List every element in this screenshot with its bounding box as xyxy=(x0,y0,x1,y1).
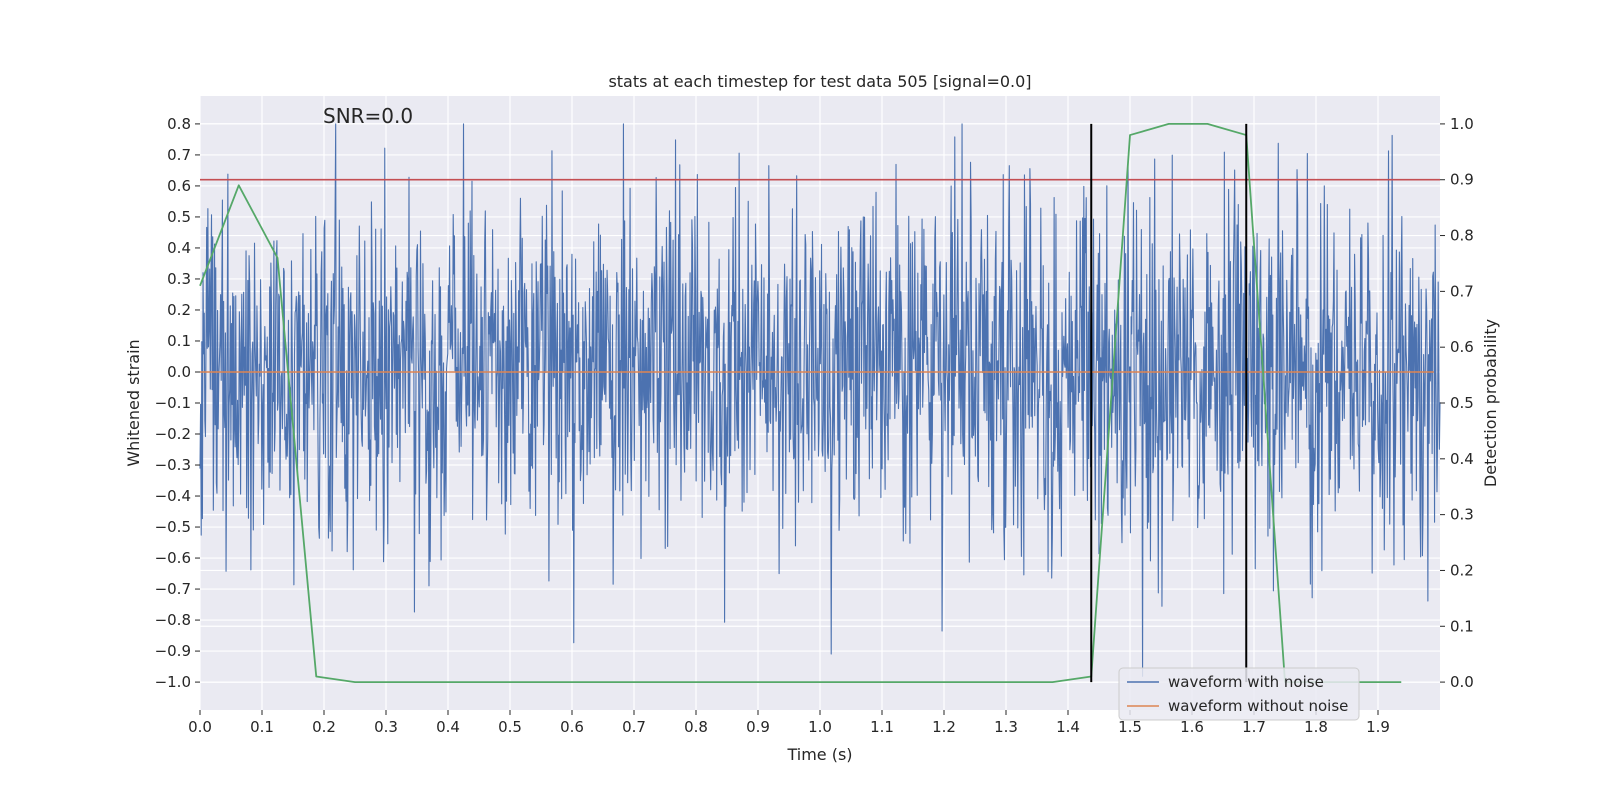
y-tick-label: 0.8 xyxy=(167,115,191,133)
x-tick-label: 0.4 xyxy=(436,718,460,736)
y-tick-label: −0.1 xyxy=(155,394,191,412)
y2-tick-label: 1.0 xyxy=(1450,115,1474,133)
y2-tick-label: 0.6 xyxy=(1450,338,1474,356)
legend-label-waveform-without-noise: waveform without noise xyxy=(1168,697,1348,715)
y2-tick-label: 0.5 xyxy=(1450,394,1474,412)
x-tick-label: 1.1 xyxy=(870,718,894,736)
x-tick-label: 0.8 xyxy=(684,718,708,736)
y2-axis-label: Detection probability xyxy=(1481,319,1500,487)
y-tick-label: −0.8 xyxy=(155,611,191,629)
x-tick-label: 1.9 xyxy=(1366,718,1390,736)
y-axis-label: Whitened strain xyxy=(124,339,143,466)
x-tick-label: 0.0 xyxy=(188,718,212,736)
legend: waveform with noise waveform without noi… xyxy=(1118,667,1360,721)
y2-tick-label: 0.9 xyxy=(1450,171,1474,189)
x-tick-label: 0.9 xyxy=(746,718,770,736)
legend-label-waveform-with-noise: waveform with noise xyxy=(1168,673,1324,691)
x-tick-label: 1.5 xyxy=(1118,718,1142,736)
y-tick-label: 0.5 xyxy=(167,208,191,226)
chart-title: stats at each timestep for test data 505… xyxy=(608,72,1031,91)
series-line-detection-probability xyxy=(199,123,1402,683)
y-tick-label: −0.3 xyxy=(155,456,191,474)
y2-tick-label: 0.1 xyxy=(1450,617,1474,635)
y-tick-label: −1.0 xyxy=(155,673,191,691)
y2-tick-label: 0.0 xyxy=(1450,673,1474,691)
y-tick-label: −0.6 xyxy=(155,549,191,567)
y-tick-label: −0.5 xyxy=(155,518,191,536)
x-tick-label: 0.5 xyxy=(498,718,522,736)
x-tick-label: 1.6 xyxy=(1180,718,1204,736)
y-tick-label: −0.4 xyxy=(155,487,191,505)
x-tick-label: 0.6 xyxy=(560,718,584,736)
series-line-waveform-with-noise xyxy=(199,123,1441,677)
y-tick-label: 0.7 xyxy=(167,146,191,164)
x-tick-label: 1.4 xyxy=(1056,718,1080,736)
y2-tick-label: 0.2 xyxy=(1450,561,1474,579)
x-tick-label: 1.3 xyxy=(994,718,1018,736)
y-tick-label: 0.1 xyxy=(167,332,191,350)
waveform-with-noise-group xyxy=(199,123,1441,677)
x-tick-label: 0.7 xyxy=(622,718,646,736)
x-tick-label: 1.2 xyxy=(932,718,956,736)
lines-group xyxy=(199,123,1440,683)
y-tick-label: 0.3 xyxy=(167,270,191,288)
y2-tick-label: 0.7 xyxy=(1450,282,1474,300)
y2-tick-label: 0.4 xyxy=(1450,450,1474,468)
ticks-group: 0.0 0.1 0.2 0.3 0.4 0.5 0.6 0.7 0.8 0.9 1.0 1.1 1.2 1… xyxy=(155,115,1474,736)
y-tick-label: 0.6 xyxy=(167,177,191,195)
y-tick-label: −0.7 xyxy=(155,580,191,598)
y-tick-label: 0.4 xyxy=(167,239,191,257)
y2-tick-label: 0.8 xyxy=(1450,227,1474,245)
x-tick-label: 1.8 xyxy=(1304,718,1328,736)
x-tick-label: 0.1 xyxy=(250,718,274,736)
y-tick-label: −0.9 xyxy=(155,642,191,660)
x-tick-label: 1.0 xyxy=(808,718,832,736)
y-tick-label: −0.2 xyxy=(155,425,191,443)
y-tick-label: 0.2 xyxy=(167,301,191,319)
x-axis-label: Time (s) xyxy=(786,745,852,764)
y-tick-label: 0.0 xyxy=(167,363,191,381)
x-tick-label: 0.3 xyxy=(374,718,398,736)
y2-tick-label: 0.3 xyxy=(1450,506,1474,524)
x-tick-label: 0.2 xyxy=(312,718,336,736)
legend-box xyxy=(1118,667,1360,721)
x-tick-label: 1.7 xyxy=(1242,718,1266,736)
snr-annotation: SNR=0.0 xyxy=(323,104,413,128)
